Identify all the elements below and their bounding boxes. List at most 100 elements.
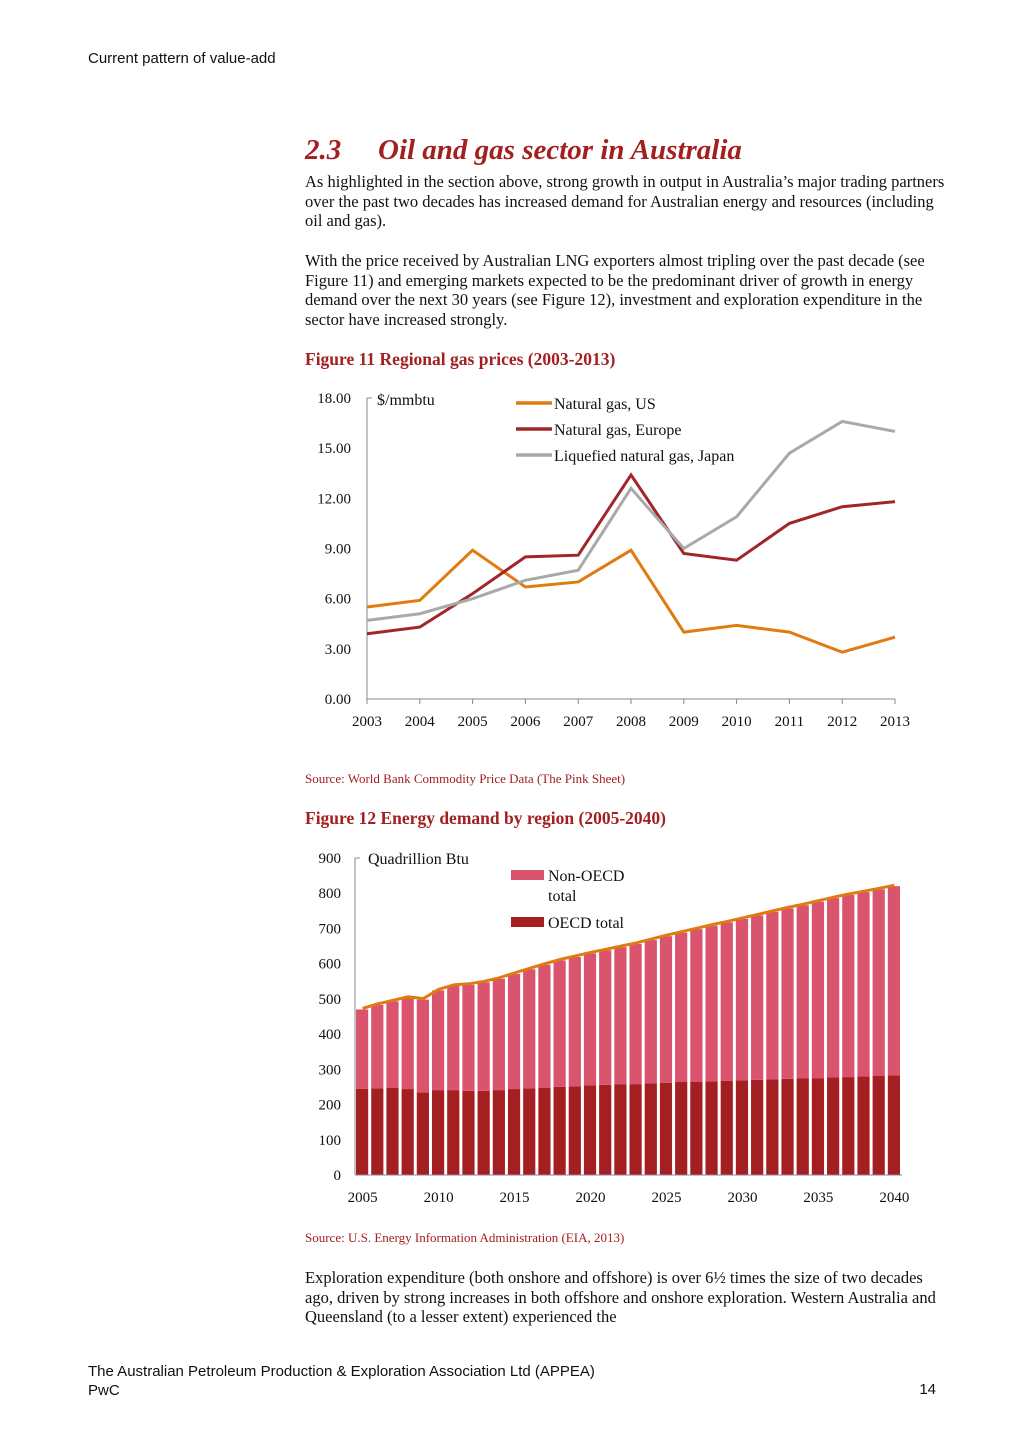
bar-non-oecd bbox=[447, 985, 460, 1091]
y-unit-label: $/mmbtu bbox=[377, 392, 435, 409]
section-title-text: Oil and gas sector in Australia bbox=[378, 134, 742, 166]
bar-oecd bbox=[811, 1078, 825, 1175]
bar-oecd bbox=[583, 1085, 597, 1175]
bar-non-oecd bbox=[477, 982, 490, 1091]
x-tick-label: 2013 bbox=[880, 714, 910, 730]
y-tick-label: 15.00 bbox=[317, 441, 351, 457]
legend-label: Natural gas, Europe bbox=[554, 422, 682, 439]
bar-oecd bbox=[690, 1081, 703, 1175]
bar-non-oecd bbox=[386, 1001, 399, 1089]
legend-label-non-oecd: Non-OECD total bbox=[548, 868, 624, 905]
total-line bbox=[362, 883, 895, 1010]
y-tick-label: 700 bbox=[319, 921, 342, 937]
bar-oecd bbox=[568, 1086, 581, 1175]
bar-non-oecd bbox=[431, 990, 445, 1091]
bar-oecd bbox=[386, 1088, 399, 1175]
bar-non-oecd bbox=[614, 947, 627, 1085]
y-tick-label: 0.00 bbox=[325, 692, 351, 708]
bar-oecd bbox=[462, 1090, 475, 1175]
bar-non-oecd bbox=[720, 922, 733, 1081]
x-tick-label: 2004 bbox=[405, 714, 436, 730]
bar-oecd bbox=[416, 1092, 429, 1175]
y-unit-label: Quadrillion Btu bbox=[368, 851, 469, 868]
bar-oecd bbox=[659, 1082, 673, 1175]
bar-oecd bbox=[644, 1083, 657, 1175]
y-tick-label: 9.00 bbox=[325, 542, 351, 558]
figure-11-caption: Figure 11 Regional gas prices (2003-2013… bbox=[305, 349, 616, 369]
bar-non-oecd bbox=[416, 999, 429, 1093]
legend-swatch-oecd bbox=[511, 917, 544, 927]
y-tick-label: 800 bbox=[319, 886, 342, 902]
x-tick-label: 2035 bbox=[803, 1190, 833, 1206]
bar-oecd bbox=[371, 1088, 384, 1175]
bar-non-oecd bbox=[690, 929, 703, 1082]
bar-oecd bbox=[538, 1087, 551, 1175]
x-tick-label: 2007 bbox=[563, 714, 594, 730]
x-tick-label: 2005 bbox=[458, 714, 488, 730]
bar-oecd bbox=[523, 1088, 536, 1175]
x-tick-label: 2009 bbox=[669, 714, 699, 730]
x-tick-label: 2015 bbox=[500, 1190, 530, 1206]
chart-regional-gas-prices: 0.00 3.00 6.00 9.00 12.00 15.00 18.00 2003 2004 2… bbox=[317, 391, 910, 730]
bar-non-oecd bbox=[872, 889, 885, 1077]
series-line-1 bbox=[366, 472, 896, 636]
y-tick-label: 18.00 bbox=[317, 391, 351, 407]
bar-oecd bbox=[705, 1081, 718, 1175]
figure-12-source: Source: U.S. Energy Information Administ… bbox=[305, 1230, 625, 1245]
section-number: 2.3 bbox=[305, 134, 342, 166]
paragraph-2: With the price received by Australian LN… bbox=[305, 251, 925, 329]
y-tick-label: 400 bbox=[319, 1027, 342, 1043]
x-tick-label: 2010 bbox=[722, 714, 752, 730]
y-tick-label: 500 bbox=[319, 992, 342, 1008]
bar-non-oecd bbox=[583, 953, 597, 1086]
bar-non-oecd bbox=[599, 950, 612, 1085]
section-title: 2.3 Oil and gas sector in Australia bbox=[305, 134, 742, 167]
bar-oecd bbox=[796, 1078, 809, 1175]
bar-non-oecd bbox=[705, 925, 718, 1082]
y-tick-label: 0 bbox=[334, 1168, 342, 1184]
running-header: Current pattern of value-add bbox=[88, 50, 276, 67]
bar-non-oecd bbox=[781, 908, 794, 1079]
paragraph-1: As highlighted in the section above, str… bbox=[305, 172, 945, 231]
legend-swatch-non-oecd bbox=[511, 870, 544, 880]
bar-non-oecd bbox=[751, 915, 764, 1080]
x-tick-label: 2008 bbox=[616, 714, 646, 730]
bar-oecd bbox=[614, 1084, 627, 1175]
figure-12-caption: Figure 12 Energy demand by region (2005-… bbox=[305, 808, 667, 828]
y-tick-label: 100 bbox=[319, 1133, 342, 1149]
legend-label-oecd: OECD total bbox=[548, 915, 625, 932]
bar-non-oecd bbox=[811, 901, 825, 1079]
bar-oecd bbox=[599, 1084, 612, 1175]
bar-non-oecd bbox=[462, 984, 475, 1091]
series-line-2 bbox=[366, 419, 896, 622]
bar-non-oecd bbox=[553, 960, 566, 1087]
x-tick-label: 2011 bbox=[775, 714, 804, 730]
series-line-0 bbox=[366, 548, 896, 654]
x-tick-label: 2030 bbox=[727, 1190, 757, 1206]
bar-non-oecd bbox=[538, 964, 551, 1088]
bar-non-oecd bbox=[629, 943, 642, 1085]
bar-non-oecd bbox=[371, 1004, 384, 1089]
paragraph-3: Exploration expenditure (both onshore an… bbox=[305, 1268, 936, 1327]
bar-non-oecd bbox=[401, 997, 414, 1090]
bar-oecd bbox=[401, 1089, 414, 1175]
y-tick-label: 600 bbox=[319, 957, 342, 973]
bar-oecd bbox=[675, 1082, 688, 1175]
bar-oecd bbox=[887, 1075, 900, 1175]
bar-oecd bbox=[781, 1078, 794, 1175]
bar-oecd bbox=[720, 1080, 733, 1175]
bar-oecd bbox=[447, 1090, 460, 1175]
bar-non-oecd bbox=[796, 905, 809, 1079]
bar-non-oecd bbox=[857, 892, 870, 1077]
bar-oecd bbox=[492, 1090, 505, 1175]
bar-non-oecd bbox=[659, 936, 673, 1083]
bar-non-oecd bbox=[766, 911, 779, 1080]
x-tick-label: 2010 bbox=[424, 1190, 454, 1206]
bar-non-oecd bbox=[842, 894, 855, 1078]
bar-oecd bbox=[766, 1079, 779, 1175]
legend-label: Natural gas, US bbox=[554, 396, 656, 413]
x-tick-label: 2006 bbox=[510, 714, 541, 730]
bar-non-oecd bbox=[644, 940, 657, 1084]
bar-oecd bbox=[735, 1080, 749, 1175]
bar-oecd bbox=[857, 1076, 870, 1175]
